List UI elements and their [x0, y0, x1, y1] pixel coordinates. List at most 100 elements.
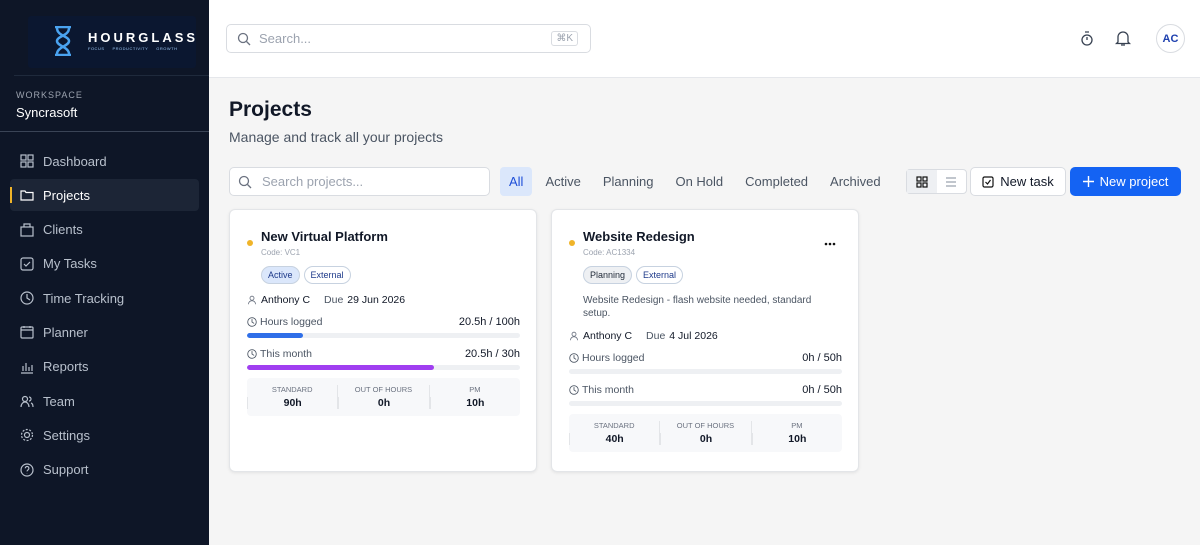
nav-icon: [20, 429, 34, 442]
tagline-word: FOCUS: [88, 46, 105, 51]
metric-label: This month: [260, 348, 312, 360]
metric-value: 0h / 50h: [802, 352, 842, 364]
nav-label: Settings: [43, 427, 90, 443]
breakdown-label: STANDARD: [593, 421, 635, 430]
nav-icon: [20, 291, 34, 305]
project-card[interactable]: Website Redesign Code: AC1334 Planning Exte…: [551, 209, 859, 472]
avatar[interactable]: AC: [1156, 24, 1185, 53]
timer-icon[interactable]: [1080, 31, 1094, 47]
tagline-word: PRODUCTIVITY: [112, 46, 149, 51]
owner-row: Anthony C Due 29 Jun 2026: [247, 294, 520, 306]
filter-tab[interactable]: On Hold: [675, 174, 724, 189]
project-card[interactable]: New Virtual Platform Code: VC1 Active Exter…: [229, 209, 537, 472]
workspace-name[interactable]: Syncrasoft: [16, 105, 78, 120]
global-search[interactable]: Search... ⌘K: [226, 24, 591, 53]
due-label: Due: [646, 330, 666, 342]
breakdown-value: 10h: [429, 397, 520, 409]
logo-box: HOURGLASS FOCUS PRODUCTIVITY GROWTH: [28, 16, 196, 68]
tag: Active: [261, 266, 300, 284]
progress-track: [569, 401, 842, 406]
nav-icon: [20, 154, 34, 168]
card-header: Website Redesign Code: AC1334: [569, 227, 842, 257]
progress-fill: [247, 333, 303, 338]
workspace-label: WORKSPACE: [16, 90, 83, 100]
filter-tab[interactable]: Completed: [745, 174, 809, 189]
task-icon: [982, 175, 994, 188]
new-project-button[interactable]: New project: [1070, 167, 1181, 196]
nav-label: Time Tracking: [43, 290, 125, 306]
tag: External: [636, 266, 684, 284]
search-icon: [238, 175, 252, 188]
nav-label: Support: [43, 462, 89, 478]
due-date: 29 Jun 2026: [347, 294, 406, 306]
divider: [0, 131, 209, 132]
nav-item[interactable]: My Tasks: [10, 248, 199, 280]
status-dot: [569, 240, 575, 246]
search-placeholder: Search projects...: [262, 174, 364, 189]
breakdown-value: 90h: [247, 397, 337, 409]
project-name: Website Redesign: [583, 229, 695, 244]
project-name: New Virtual Platform: [261, 229, 388, 244]
nav-item[interactable]: Dashboard: [10, 145, 199, 177]
metric-label: This month: [582, 384, 634, 396]
breakdown-label: PM: [791, 421, 803, 430]
plus-icon: [1082, 176, 1094, 187]
nav-label: Reports: [43, 359, 89, 375]
hourglass-icon: [55, 26, 71, 56]
project-code: Code: VC1: [261, 248, 301, 257]
breakdown-cell: STANDARD 40h: [569, 421, 659, 445]
project-search[interactable]: Search projects...: [229, 167, 490, 196]
filter-tab[interactable]: Planning: [602, 174, 654, 189]
progress-track: [247, 365, 520, 370]
card-menu[interactable]: [824, 233, 836, 251]
filter-tab[interactable]: All: [500, 167, 533, 196]
nav-label: Team: [43, 393, 75, 409]
card-title-block: Website Redesign Code: AC1334: [583, 227, 695, 257]
nav-label: Planner: [43, 324, 88, 340]
page-title: Projects: [229, 98, 312, 121]
nav-item[interactable]: Clients: [10, 214, 199, 246]
filter-tab[interactable]: Archived: [830, 174, 881, 189]
breakdown-value: 0h: [660, 433, 750, 445]
new-task-button[interactable]: New task: [970, 167, 1066, 196]
nav-item[interactable]: Planner: [10, 316, 199, 348]
nav-label: Clients: [43, 222, 83, 238]
breakdown-label: PM: [469, 385, 481, 394]
nav-item[interactable]: Time Tracking: [10, 282, 199, 314]
project-code: Code: AC1334: [583, 248, 636, 257]
grid-view[interactable]: [907, 170, 937, 193]
nav-item[interactable]: Team: [10, 385, 199, 417]
metric: This month 0h / 50h: [569, 384, 842, 406]
filter-tab[interactable]: Active: [545, 174, 581, 189]
nav-item[interactable]: Support: [10, 454, 199, 486]
bell-icon[interactable]: [1115, 30, 1131, 46]
status-dot: [247, 240, 253, 246]
nav: Dashboard Projects Clients My Tasks Time Tra…: [10, 145, 199, 488]
nav-item[interactable]: Projects: [10, 179, 199, 212]
breakdown-value: 40h: [569, 433, 659, 445]
nav-label: Dashboard: [43, 153, 107, 169]
owner: Anthony C: [583, 330, 633, 342]
tag: External: [303, 266, 351, 284]
logo-name: HOURGLASS: [88, 30, 199, 45]
owner-row: Anthony C Due 4 Jul 2026: [569, 330, 842, 342]
due-label: Due: [324, 294, 344, 306]
breakdown-label: STANDARD: [271, 385, 313, 394]
nav-item[interactable]: Reports: [10, 351, 199, 383]
progress-track: [569, 369, 842, 374]
breakdown-cell: PM 10h: [750, 421, 842, 445]
nav-label: My Tasks: [43, 256, 97, 272]
description: Website Redesign - flash website needed,…: [583, 295, 812, 319]
metric: Hours logged 0h / 50h: [569, 352, 842, 374]
breakdown-cell: OUT OF HOURS 0h: [337, 385, 428, 409]
breakdown-value: 0h: [338, 397, 428, 409]
nav-icon: [20, 326, 34, 340]
owner: Anthony C: [261, 294, 311, 306]
nav-label: Projects: [43, 187, 90, 203]
clock-icon: [247, 317, 257, 327]
breakdown-label: OUT OF HOURS: [676, 421, 735, 430]
list-view[interactable]: [937, 170, 967, 193]
tags: Active External: [261, 266, 520, 284]
progress-track: [247, 333, 520, 338]
nav-item[interactable]: Settings: [10, 419, 199, 451]
